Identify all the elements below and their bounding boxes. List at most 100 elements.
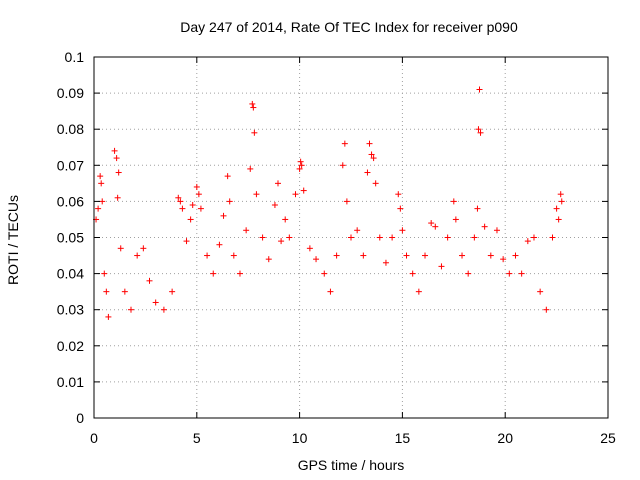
x-tick-label: 0 xyxy=(90,430,98,446)
x-tick-label: 10 xyxy=(292,430,308,446)
data-point xyxy=(313,256,320,263)
data-point xyxy=(372,180,379,187)
data-point xyxy=(438,263,445,270)
data-point xyxy=(475,126,482,133)
data-point xyxy=(557,191,564,198)
data-point xyxy=(210,270,217,277)
data-point xyxy=(140,245,147,252)
y-tick-label: 0.1 xyxy=(65,49,85,65)
data-point xyxy=(175,194,182,201)
data-point xyxy=(450,198,457,205)
data-point xyxy=(409,270,416,277)
data-points xyxy=(93,86,565,320)
y-tick-label: 0.08 xyxy=(57,121,84,137)
data-point xyxy=(389,234,396,241)
data-point xyxy=(506,270,513,277)
data-point xyxy=(265,256,272,263)
data-point xyxy=(282,216,289,223)
data-point xyxy=(128,306,135,313)
data-point xyxy=(250,104,257,111)
data-point xyxy=(306,245,313,252)
data-point xyxy=(518,270,525,277)
data-point xyxy=(113,155,120,162)
data-point xyxy=(493,227,500,234)
data-point xyxy=(370,155,377,162)
data-point xyxy=(114,194,121,201)
data-point xyxy=(553,205,560,212)
data-point xyxy=(360,252,367,259)
data-point xyxy=(204,252,211,259)
data-point xyxy=(101,270,108,277)
y-axis-label: ROTI / TECUs xyxy=(5,195,21,285)
data-point xyxy=(366,140,373,147)
data-point xyxy=(444,234,451,241)
data-point xyxy=(187,216,194,223)
data-point xyxy=(300,187,307,194)
data-point xyxy=(296,165,303,172)
data-point xyxy=(487,252,494,259)
data-point xyxy=(298,162,305,169)
data-point xyxy=(230,252,237,259)
data-point xyxy=(224,173,231,180)
data-point xyxy=(500,256,507,263)
y-tick-label: 0.01 xyxy=(57,374,84,390)
data-point xyxy=(278,238,285,245)
data-point xyxy=(524,238,531,245)
x-tick-label: 25 xyxy=(600,430,616,446)
data-point xyxy=(555,216,562,223)
data-point xyxy=(220,212,227,219)
data-point xyxy=(530,234,537,241)
data-point xyxy=(354,227,361,234)
data-point xyxy=(428,220,435,227)
data-point xyxy=(549,234,556,241)
data-point xyxy=(275,180,282,187)
y-tick-label: 0.05 xyxy=(57,230,84,246)
data-point xyxy=(512,252,519,259)
data-point xyxy=(98,180,105,187)
y-tick-label: 0.02 xyxy=(57,338,84,354)
data-point xyxy=(474,205,481,212)
data-point xyxy=(259,234,266,241)
y-tick-label: 0.04 xyxy=(57,266,84,282)
data-point xyxy=(146,277,153,284)
data-point xyxy=(395,191,402,198)
axis-ticks xyxy=(93,56,609,419)
data-point xyxy=(399,227,406,234)
data-point xyxy=(97,173,104,180)
data-point xyxy=(103,288,110,295)
data-point xyxy=(226,198,233,205)
data-point xyxy=(348,234,354,241)
data-point xyxy=(193,183,200,190)
data-point xyxy=(195,191,202,198)
data-point xyxy=(537,288,544,295)
data-point xyxy=(471,234,478,241)
data-point xyxy=(121,288,128,295)
data-point xyxy=(251,129,258,136)
data-point xyxy=(160,306,167,313)
data-point xyxy=(432,223,439,230)
y-tick-label: 0.09 xyxy=(57,85,84,101)
data-point xyxy=(216,241,223,248)
x-tick-label: 5 xyxy=(193,430,201,446)
data-point xyxy=(134,252,141,259)
data-point xyxy=(297,158,304,165)
data-point xyxy=(169,288,176,295)
data-point xyxy=(271,202,278,209)
x-tick-label: 20 xyxy=(497,430,513,446)
data-point xyxy=(321,270,328,277)
data-point xyxy=(236,270,243,277)
tick-labels: 0 5 10 15 20 25 0 0.01 0.02 0.03 0.04 0.05 0.06 0.07 0… xyxy=(57,49,616,446)
data-point xyxy=(95,205,102,212)
data-point xyxy=(327,288,334,295)
data-point xyxy=(465,270,472,277)
data-point xyxy=(452,216,459,223)
data-point xyxy=(99,198,106,205)
data-point xyxy=(177,198,184,205)
data-point xyxy=(477,129,484,136)
data-point xyxy=(152,299,159,306)
data-point xyxy=(422,252,429,259)
data-point xyxy=(343,198,350,205)
data-point xyxy=(117,245,124,252)
y-tick-label: 0.03 xyxy=(57,302,84,318)
